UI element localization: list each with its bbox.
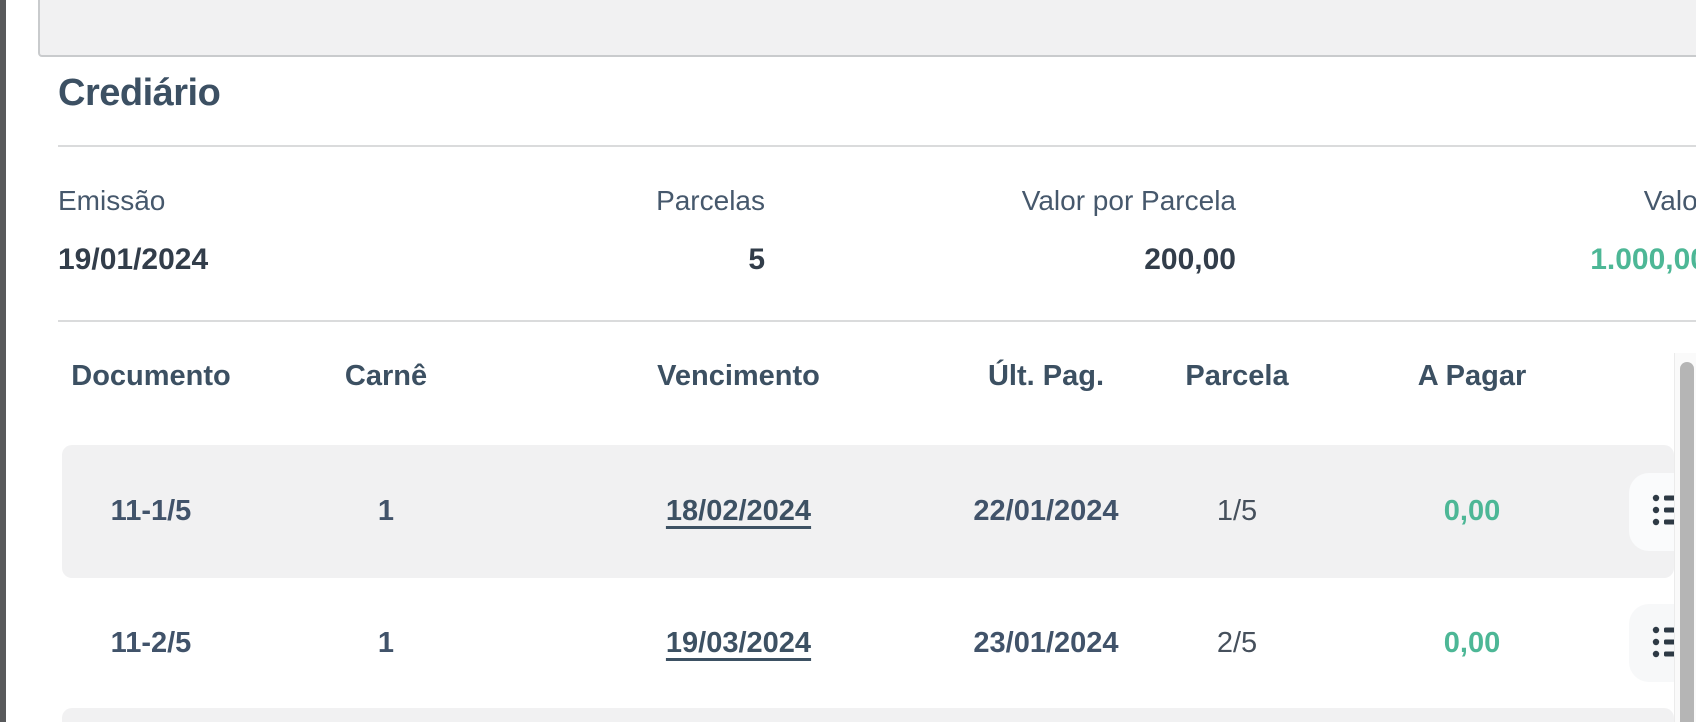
cell-parcela: 2/5 xyxy=(1216,626,1258,659)
table-header-row: Documento Carnê Vencimento Últ. Pag. Par… xyxy=(62,353,1674,445)
cell-ult-pag: 23/01/2024 xyxy=(973,626,1119,659)
summary-field-valor-total: Valor 1.000,00 xyxy=(1236,184,1696,280)
cell-parcela: 1/5 xyxy=(1216,495,1258,527)
table-row-partial xyxy=(62,708,1674,722)
installments-table: Documento Carnê Vencimento Últ. Pag. Par… xyxy=(62,353,1674,722)
vencimento-date-link[interactable]: 18/02/2024 xyxy=(665,495,812,527)
scrollbar-thumb[interactable] xyxy=(1680,362,1694,722)
cell-ult-pag: 22/01/2024 xyxy=(973,495,1119,527)
cell-documento: 11-2/5 xyxy=(110,626,192,659)
window-edge xyxy=(0,0,6,722)
vertical-scrollbar[interactable] xyxy=(1674,353,1696,722)
summary-value: 19/01/2024 xyxy=(58,243,209,276)
vencimento-date-link[interactable]: 19/03/2024 xyxy=(665,626,812,659)
summary-label: Parcelas xyxy=(656,185,765,216)
summary-label: Valor por Parcela xyxy=(1021,185,1236,216)
table-row: 11-2/5 1 19/03/2024 23/01/2024 2/5 0,00 xyxy=(62,578,1674,708)
summary-divider xyxy=(58,320,1696,322)
col-header-documento: Documento xyxy=(71,360,231,392)
cell-carne: 1 xyxy=(377,626,395,659)
page-title: Crediário xyxy=(58,72,221,114)
list-icon xyxy=(1652,625,1674,662)
summary-field-valor-parcela: Valor por Parcela 200,00 xyxy=(765,184,1236,280)
summary-value: 200,00 xyxy=(1144,243,1236,276)
summary-value-total: 1.000,00 xyxy=(1590,243,1696,276)
cell-carne: 1 xyxy=(377,495,395,527)
title-divider xyxy=(58,145,1696,147)
summary-field-emissao: Emissão 19/01/2024 xyxy=(58,184,294,280)
cell-a-pagar: 0,00 xyxy=(1443,495,1501,527)
table-row: 11-1/5 1 18/02/2024 22/01/2024 1/5 0,00 xyxy=(62,445,1674,578)
row-actions-button[interactable] xyxy=(1629,472,1674,551)
cell-a-pagar: 0,00 xyxy=(1443,626,1501,659)
col-header-ult-pag: Últ. Pag. xyxy=(987,360,1104,392)
summary-label: Emissão xyxy=(58,185,166,216)
summary-strip: Emissão 19/01/2024 Parcelas 5 Valor por … xyxy=(58,184,1696,280)
summary-label: Valor xyxy=(1643,185,1696,216)
top-panel xyxy=(38,0,1696,57)
summary-value: 5 xyxy=(748,243,765,276)
row-actions-button[interactable] xyxy=(1629,604,1674,682)
summary-field-parcelas: Parcelas 5 xyxy=(294,184,765,280)
col-header-a-pagar: A Pagar xyxy=(1417,360,1527,392)
col-header-carne: Carnê xyxy=(344,360,428,392)
col-header-vencimento: Vencimento xyxy=(657,360,820,392)
list-icon xyxy=(1652,493,1674,530)
cell-documento: 11-1/5 xyxy=(110,495,192,527)
col-header-parcela: Parcela xyxy=(1185,360,1289,392)
